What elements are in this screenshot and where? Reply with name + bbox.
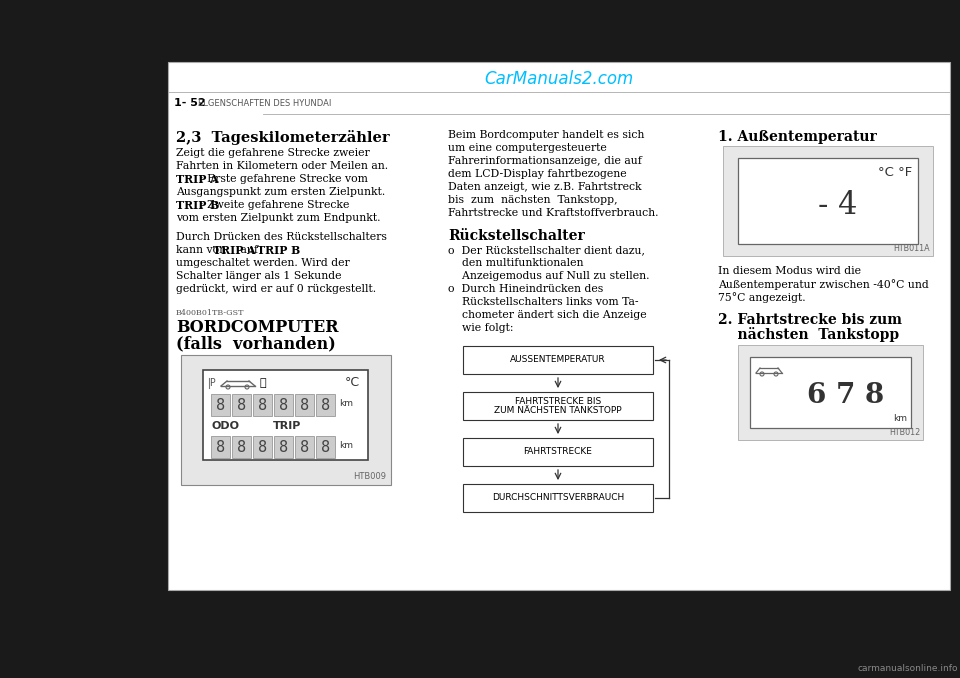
Text: Außentemperatur zwischen -40°C und: Außentemperatur zwischen -40°C und [718,279,928,290]
Text: um eine computergesteuerte: um eine computergesteuerte [448,143,607,153]
Text: In diesem Modus wird die: In diesem Modus wird die [718,266,861,276]
Text: TRIP: TRIP [273,421,301,431]
Text: bis  zum  nächsten  Tankstopp,: bis zum nächsten Tankstopp, [448,195,617,205]
Text: 8: 8 [300,397,309,412]
Text: carmanualsonline.info: carmanualsonline.info [857,664,958,673]
Text: 2. Fahrtstrecke bis zum: 2. Fahrtstrecke bis zum [718,313,902,327]
Text: wie folgt:: wie folgt: [448,323,514,333]
Text: o  Durch Hineindrücken des: o Durch Hineindrücken des [448,284,603,294]
FancyBboxPatch shape [232,436,251,458]
FancyBboxPatch shape [232,394,251,416]
Text: km: km [893,414,907,423]
FancyBboxPatch shape [253,394,272,416]
FancyBboxPatch shape [211,394,230,416]
Text: P: P [209,378,215,388]
Text: TRIP A: TRIP A [212,245,255,256]
Text: km: km [339,441,353,450]
Text: 8: 8 [216,397,225,412]
Text: HTB012: HTB012 [889,428,920,437]
Text: TRIP A: TRIP A [176,174,219,185]
FancyBboxPatch shape [316,436,335,458]
Text: Zeigt die gefahrene Strecke zweier: Zeigt die gefahrene Strecke zweier [176,148,370,158]
Text: auf: auf [237,245,261,255]
Text: chometer ändert sich die Anzeige: chometer ändert sich die Anzeige [448,310,647,320]
Text: ODO: ODO [211,421,239,431]
FancyBboxPatch shape [463,484,653,512]
Text: °C °F: °C °F [877,166,912,179]
Text: CarManuals2.com: CarManuals2.com [485,70,634,88]
Text: Anzeigemodus auf Null zu stellen.: Anzeigemodus auf Null zu stellen. [448,271,650,281]
Text: (falls  vorhanden): (falls vorhanden) [176,335,336,352]
FancyBboxPatch shape [738,158,918,244]
Text: 8: 8 [216,439,225,454]
FancyBboxPatch shape [253,436,272,458]
Text: FAHRTSTRECKE BIS: FAHRTSTRECKE BIS [515,397,601,406]
Text: Rückstellschalter: Rückstellschalter [448,229,585,243]
FancyBboxPatch shape [295,436,314,458]
Text: 8: 8 [237,397,246,412]
Text: : Erste gefahrene Strecke vom: : Erste gefahrene Strecke vom [201,174,369,184]
Text: 8: 8 [321,439,330,454]
Text: 1- 52: 1- 52 [174,98,205,108]
Text: kann von: kann von [176,245,229,255]
FancyBboxPatch shape [274,394,293,416]
FancyBboxPatch shape [738,345,923,440]
FancyBboxPatch shape [463,392,653,420]
Text: ZUM NÄCHSTEN TANKSTOPP: ZUM NÄCHSTEN TANKSTOPP [494,406,622,415]
Text: ELGENSCHAFTEN DES HYUNDAI: ELGENSCHAFTEN DES HYUNDAI [198,98,331,108]
Text: Ausgangspunkt zum ersten Zielpunkt.: Ausgangspunkt zum ersten Zielpunkt. [176,187,385,197]
Text: Beim Bordcomputer handelt es sich: Beim Bordcomputer handelt es sich [448,130,644,140]
Text: 1. Außentemperatur: 1. Außentemperatur [718,130,876,144]
Text: gedrückt, wird er auf 0 rückgestellt.: gedrückt, wird er auf 0 rückgestellt. [176,284,376,294]
Text: 8: 8 [279,439,288,454]
Text: dem LCD-Display fahrtbezogene: dem LCD-Display fahrtbezogene [448,169,627,179]
FancyBboxPatch shape [181,355,391,485]
FancyBboxPatch shape [750,357,911,428]
FancyBboxPatch shape [463,346,653,374]
Text: : Zweite gefahrene Strecke: : Zweite gefahrene Strecke [201,200,349,210]
FancyBboxPatch shape [203,370,368,460]
Text: Fahrten in Kilometern oder Meilen an.: Fahrten in Kilometern oder Meilen an. [176,161,388,171]
Text: TRIP B: TRIP B [257,245,300,256]
Text: HTB009: HTB009 [353,472,386,481]
Text: Daten anzeigt, wie z.B. Fahrtstreck: Daten anzeigt, wie z.B. Fahrtstreck [448,182,641,192]
Text: nächsten  Tankstopp: nächsten Tankstopp [718,327,900,342]
FancyBboxPatch shape [274,436,293,458]
Text: 8: 8 [300,439,309,454]
FancyBboxPatch shape [295,394,314,416]
Text: 8: 8 [237,439,246,454]
Text: AUSSENTEMPERATUR: AUSSENTEMPERATUR [510,355,606,365]
Text: Fahrtstrecke und Kraftstoffverbrauch.: Fahrtstrecke und Kraftstoffverbrauch. [448,208,659,218]
Text: B400B01TB-GST: B400B01TB-GST [176,309,245,317]
Text: vom ersten Zielpunkt zum Endpunkt.: vom ersten Zielpunkt zum Endpunkt. [176,213,380,223]
Text: 8: 8 [258,397,267,412]
Text: o  Der Rückstellschalter dient dazu,: o Der Rückstellschalter dient dazu, [448,245,645,255]
Text: Rückstellschalters links vom Ta-: Rückstellschalters links vom Ta- [448,297,638,307]
Text: FAHRTSTRECKE: FAHRTSTRECKE [523,447,592,456]
Text: ⛽: ⛽ [260,378,267,388]
Text: 8: 8 [321,397,330,412]
Text: HTB011A: HTB011A [894,244,930,253]
Text: 75°C angezeigt.: 75°C angezeigt. [718,292,805,303]
Text: Fahrerinformationsanzeige, die auf: Fahrerinformationsanzeige, die auf [448,156,642,166]
FancyBboxPatch shape [316,394,335,416]
Text: 2,3  Tageskilometerzähler: 2,3 Tageskilometerzähler [176,130,390,145]
Text: DURCHSCHNITTSVERBRAUCH: DURCHSCHNITTSVERBRAUCH [492,494,624,502]
Text: - 4: - 4 [818,191,857,222]
Text: umgeschaltet werden. Wird der: umgeschaltet werden. Wird der [176,258,349,268]
Text: km: km [339,399,353,408]
Text: TRIP B: TRIP B [176,200,219,211]
Text: °C: °C [345,376,360,389]
Text: den multifunktionalen: den multifunktionalen [448,258,584,268]
Text: 8: 8 [279,397,288,412]
Text: BORDCOMPUTER: BORDCOMPUTER [176,319,339,336]
FancyBboxPatch shape [723,146,933,256]
Text: 8: 8 [258,439,267,454]
Text: 6 7 8: 6 7 8 [806,382,884,409]
Text: Durch Drücken des Rückstellschalters: Durch Drücken des Rückstellschalters [176,232,387,242]
FancyBboxPatch shape [168,62,950,590]
Text: Schalter länger als 1 Sekunde: Schalter länger als 1 Sekunde [176,271,342,281]
FancyBboxPatch shape [211,436,230,458]
FancyBboxPatch shape [463,438,653,466]
